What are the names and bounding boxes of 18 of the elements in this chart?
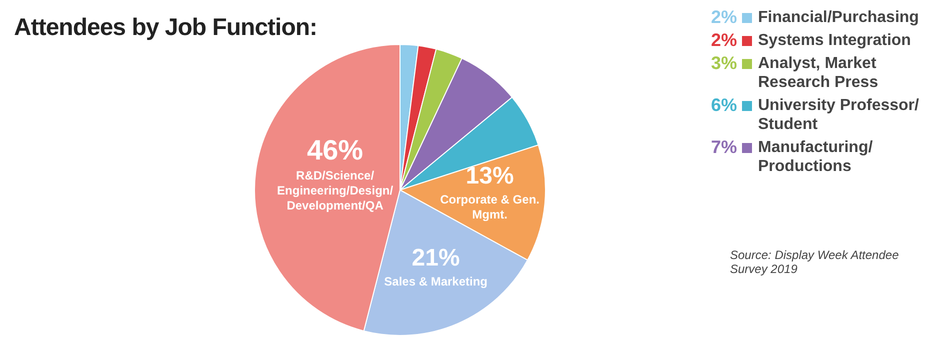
legend-label: University Professor/ Student	[758, 96, 919, 134]
chart-title: Attendees by Job Function:	[14, 14, 318, 42]
slice-label: Corporate & Gen. Mgmt.	[440, 192, 540, 222]
slice-label: R&D/Science/ Engineering/Design/ Development/QA	[277, 168, 394, 212]
data-label: 2%	[710, 30, 737, 50]
data-label: 6%	[710, 95, 737, 117]
data-label: 46%	[307, 134, 364, 166]
data-label: 21%	[412, 244, 460, 272]
data-label: 13%	[466, 162, 514, 190]
data-label: 7%	[710, 137, 737, 159]
legend-label: Financial/Purchasing	[758, 8, 919, 27]
legend-label: Manufacturing/ Productions	[758, 138, 873, 176]
slice-label: Sales & Marketing	[384, 274, 488, 288]
legend-label: Systems Integration	[758, 31, 911, 50]
source-note: Source: Display Week Attendee Survey 2019	[730, 248, 899, 276]
data-label: 3%	[710, 53, 737, 75]
legend-label: Analyst, Market Research Press	[758, 54, 878, 92]
data-label: 2%	[710, 7, 737, 27]
